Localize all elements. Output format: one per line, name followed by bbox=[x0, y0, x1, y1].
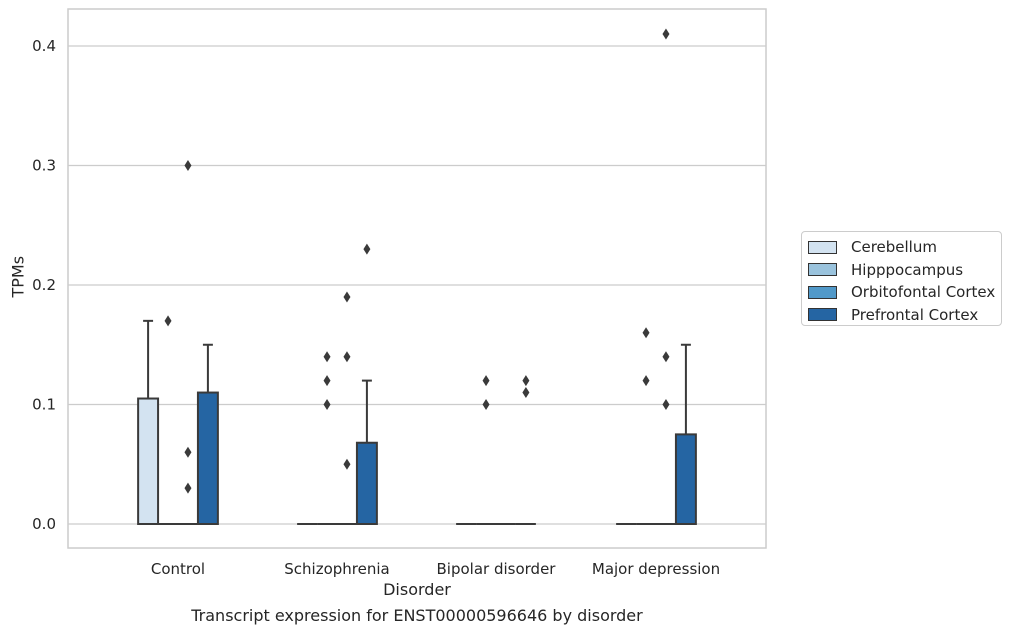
outlier-point bbox=[323, 351, 331, 363]
y-tick-label: 0.2 bbox=[32, 276, 56, 294]
x-tick-label: Bipolar disorder bbox=[437, 560, 557, 578]
legend-item: Hipppocampus bbox=[808, 259, 1001, 282]
x-tick-labels: Control Schizophrenia Bipolar disorder Majo… bbox=[151, 560, 720, 578]
y-axis-label: TPMs bbox=[8, 255, 28, 298]
outlier-point bbox=[363, 243, 371, 255]
box-body bbox=[196, 391, 219, 525]
outlier-point bbox=[662, 399, 670, 410]
outlier-point bbox=[184, 446, 192, 458]
outlier-point bbox=[184, 482, 192, 494]
y-tick-label: 0.3 bbox=[32, 157, 56, 175]
box-body bbox=[137, 397, 160, 525]
outlier-point bbox=[662, 351, 670, 363]
chart-title: Transcript expression for ENST0000059664… bbox=[191, 606, 643, 625]
x-tick-label: Schizophrenia bbox=[284, 560, 389, 578]
plot-frame bbox=[67, 8, 767, 549]
x-tick-label: Major depression bbox=[592, 560, 720, 578]
outlier-point bbox=[164, 315, 172, 327]
outlier-point bbox=[482, 399, 490, 410]
legend-swatch bbox=[808, 263, 837, 277]
outlier-point bbox=[343, 458, 351, 470]
outlier-point bbox=[184, 160, 192, 171]
box-body bbox=[674, 433, 697, 525]
outlier-point bbox=[522, 375, 530, 387]
legend: Cerebellum Hipppocampus Orbitofontal Corte… bbox=[801, 231, 1002, 326]
legend-label: Hipppocampus bbox=[851, 260, 964, 279]
legend-swatch bbox=[808, 285, 837, 299]
y-tick-label: 0.0 bbox=[32, 515, 56, 533]
legend-label: Orbitofontal Cortex bbox=[851, 283, 996, 302]
x-tick-label: Control bbox=[151, 560, 205, 578]
grid-lines bbox=[68, 45, 766, 525]
outlier-point bbox=[642, 327, 650, 339]
box-plots bbox=[137, 319, 697, 525]
outlier-point bbox=[323, 399, 331, 410]
outlier-point bbox=[323, 375, 331, 387]
legend-label: Cerebellum bbox=[851, 238, 937, 257]
outlier-point bbox=[482, 375, 490, 387]
legend-item: Prefrontal Cortex bbox=[808, 304, 1001, 327]
y-tick-label: 0.1 bbox=[32, 396, 56, 414]
legend-item: Orbitofontal Cortex bbox=[808, 281, 1001, 304]
outlier-point bbox=[522, 387, 530, 399]
legend-item: Cerebellum bbox=[808, 236, 1001, 259]
box-body bbox=[355, 441, 378, 525]
outlier-point bbox=[662, 28, 670, 40]
legend-swatch bbox=[808, 308, 837, 322]
outlier-point bbox=[343, 291, 351, 303]
box-prefrontal-cortex bbox=[355, 379, 378, 525]
y-tick-labels: 0.0 0.1 0.2 0.3 0.4 bbox=[32, 37, 56, 533]
outlier-points bbox=[164, 28, 670, 494]
box-prefrontal-cortex bbox=[196, 343, 219, 525]
outlier-point bbox=[642, 375, 650, 387]
legend-label: Prefrontal Cortex bbox=[851, 305, 979, 324]
y-tick-label: 0.4 bbox=[32, 37, 56, 55]
box-cerebellum bbox=[137, 319, 160, 525]
outlier-point bbox=[343, 351, 351, 363]
legend-swatch bbox=[808, 240, 837, 254]
x-axis-label: Disorder bbox=[383, 580, 451, 599]
box-prefrontal-cortex bbox=[674, 343, 697, 525]
